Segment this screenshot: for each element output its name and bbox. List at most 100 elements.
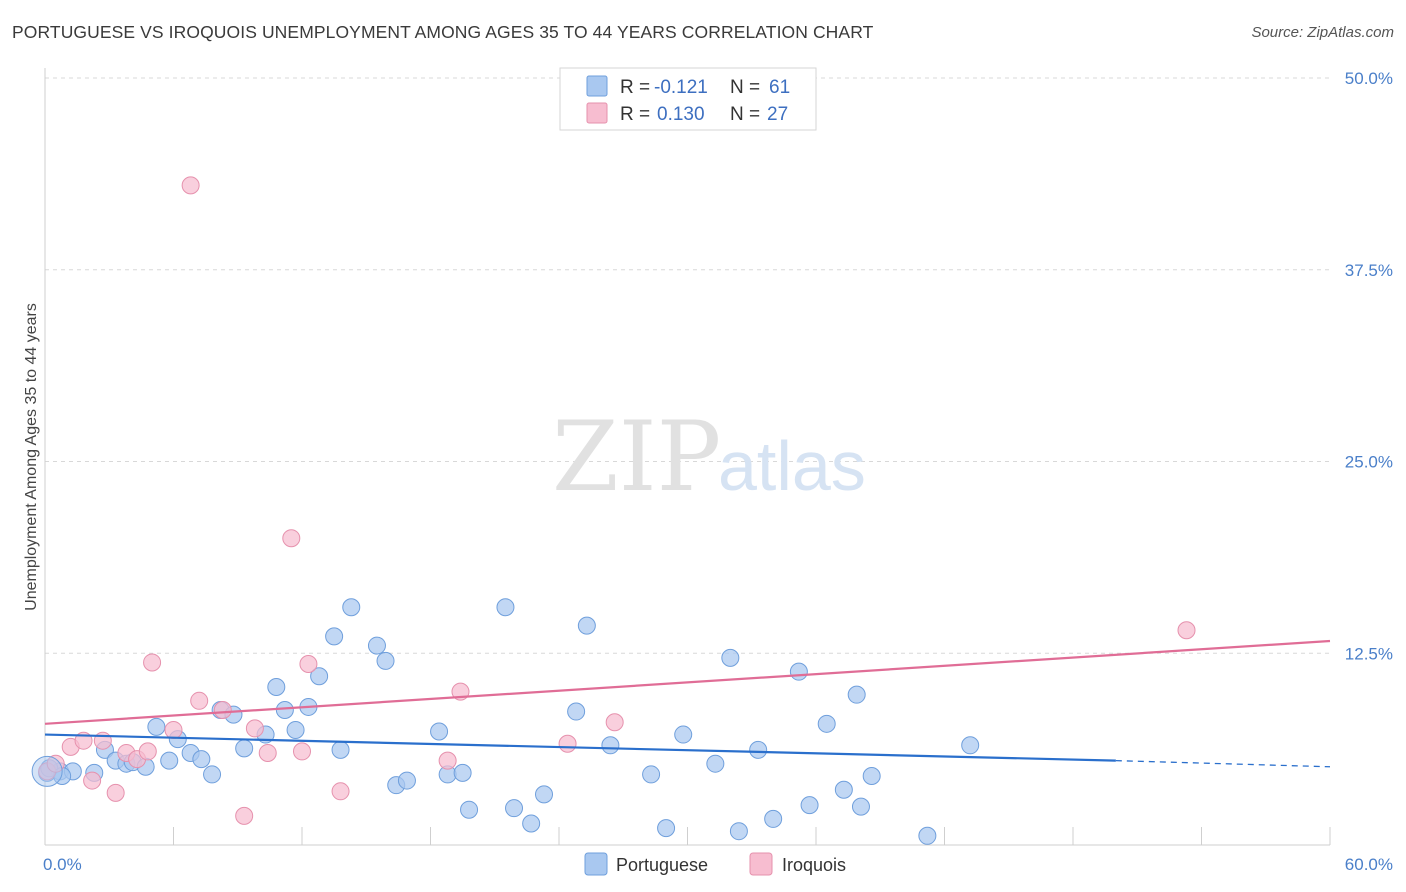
legend-r-value-portuguese: -0.121: [654, 77, 708, 98]
watermark: ZIP atlas: [552, 401, 866, 513]
portuguese-point-19: [267, 677, 286, 696]
x-tick-labels: 0.0% 60.0%: [43, 855, 1393, 874]
iroquois-point-18: [282, 529, 301, 548]
portuguese-point-24: [325, 627, 344, 646]
portuguese-point-47: [729, 822, 748, 841]
legend-n-value-iroquois: 27: [767, 104, 788, 125]
axes: [44, 68, 1331, 846]
legend-swatch-portuguese: [586, 75, 608, 97]
portuguese-point-48: [749, 740, 768, 759]
bottom-legend-label-iroquois: Iroquois: [782, 855, 846, 875]
portuguese-point-37: [522, 814, 541, 833]
y-tick-label-3: 50.0%: [1345, 69, 1393, 88]
iroquois-point-17: [258, 743, 277, 762]
x-tick-label-1: 60.0%: [1345, 855, 1393, 874]
legend-swatch-iroquois: [586, 102, 608, 124]
portuguese-point-42: [642, 765, 661, 784]
iroquois-point-12: [181, 176, 200, 195]
portuguese-point-51: [800, 796, 819, 815]
portuguese-point-45: [706, 754, 725, 773]
portuguese-point-58: [961, 736, 980, 755]
y-tick-label-0: 12.5%: [1345, 644, 1393, 663]
portuguese-point-27: [367, 636, 386, 655]
series-points: [31, 176, 1196, 845]
portuguese-point-49: [764, 809, 783, 828]
iroquois-point-14: [213, 701, 232, 720]
legend-n-label-iroquois: N =: [730, 104, 760, 125]
portuguese-point-10: [160, 751, 179, 770]
portuguese-point-31: [430, 722, 449, 741]
portuguese-point-36: [505, 799, 524, 818]
iroquois-point-25: [605, 713, 624, 732]
iroquois-point-26: [1177, 621, 1196, 640]
bottom-legend: Portuguese Iroquois: [584, 852, 846, 876]
y-tick-label-2: 37.5%: [1345, 261, 1393, 280]
series-portuguese: [38, 598, 980, 845]
trend-line-portuguese-dashed: [1115, 759, 1331, 768]
portuguese-point-17: [235, 739, 254, 758]
portuguese-point-34: [460, 800, 479, 819]
source-label: Source: ZipAtlas.com: [1251, 24, 1394, 41]
y-tick-labels: 12.5% 25.0% 37.5% 50.0%: [1345, 69, 1393, 663]
chart-title: PORTUGUESE VS IROQUOIS UNEMPLOYMENT AMON…: [12, 22, 874, 42]
iroquois-point-4: [83, 771, 102, 790]
portuguese-point-40: [577, 616, 596, 635]
iroquois-point-16: [245, 719, 264, 738]
iroquois-point-20: [299, 654, 318, 673]
portuguese-point-43: [657, 819, 676, 838]
portuguese-point-39: [567, 702, 586, 721]
portuguese-point-50: [789, 662, 808, 681]
top-legend: R = -0.121 N = 61 R = 0.130 N = 27: [559, 67, 817, 131]
portuguese-point-54: [847, 685, 866, 704]
portuguese-point-33: [453, 763, 472, 782]
legend-r-label-iroquois: R =: [620, 104, 650, 125]
bottom-legend-label-portuguese: Portuguese: [616, 855, 708, 875]
iroquois-point-11: [164, 720, 183, 739]
iroquois-point-21: [331, 782, 350, 801]
portuguese-point-41: [601, 736, 620, 755]
portuguese-point-26: [342, 598, 361, 617]
portuguese-point-20: [275, 701, 294, 720]
portuguese-point-44: [674, 725, 693, 744]
portuguese-point-21: [286, 720, 305, 739]
iroquois-point-9: [138, 742, 157, 761]
legend-r-label-portuguese: R =: [620, 77, 650, 98]
portuguese-point-23: [310, 667, 329, 686]
portuguese-point-30: [397, 771, 416, 790]
iroquois-point-10: [143, 653, 162, 672]
iroquois-point-15: [235, 806, 254, 825]
watermark-zip: ZIP: [552, 401, 721, 513]
portuguese-point-56: [862, 766, 881, 785]
legend-r-value-iroquois: 0.130: [657, 104, 705, 125]
portuguese-point-52: [817, 714, 836, 733]
iroquois-point-6: [106, 783, 125, 802]
bottom-legend-swatch-portuguese: [584, 852, 608, 876]
legend-n-value-portuguese: 61: [769, 77, 790, 98]
iroquois-point-19: [293, 742, 311, 761]
portuguese-point-35: [496, 598, 515, 617]
grid-lines: [45, 77, 1330, 654]
portuguese-point-38: [535, 785, 554, 804]
iroquois-point-22: [438, 751, 457, 770]
bottom-legend-swatch-iroquois: [749, 852, 773, 876]
watermark-atlas: atlas: [718, 427, 866, 505]
portuguese-cluster-point: [31, 755, 63, 787]
portuguese-point-25: [331, 740, 350, 759]
portuguese-point-28: [376, 651, 395, 670]
y-tick-label-1: 25.0%: [1345, 453, 1393, 472]
portuguese-point-53: [834, 780, 853, 799]
y-axis-label: Unemployment Among Ages 35 to 44 years: [23, 303, 40, 611]
legend-n-label-portuguese: N =: [730, 77, 760, 98]
trend-lines: [44, 639, 1331, 768]
iroquois-point-24: [558, 734, 577, 753]
portuguese-point-55: [851, 797, 870, 816]
trend-line-portuguese: [44, 733, 1116, 762]
portuguese-point-9: [147, 717, 166, 736]
portuguese-point-14: [203, 765, 222, 784]
iroquois-point-13: [190, 691, 209, 710]
portuguese-point-57: [918, 826, 937, 845]
trend-line-iroquois: [44, 639, 1331, 725]
x-tick-label-0: 0.0%: [43, 855, 82, 874]
portuguese-point-46: [721, 648, 740, 667]
